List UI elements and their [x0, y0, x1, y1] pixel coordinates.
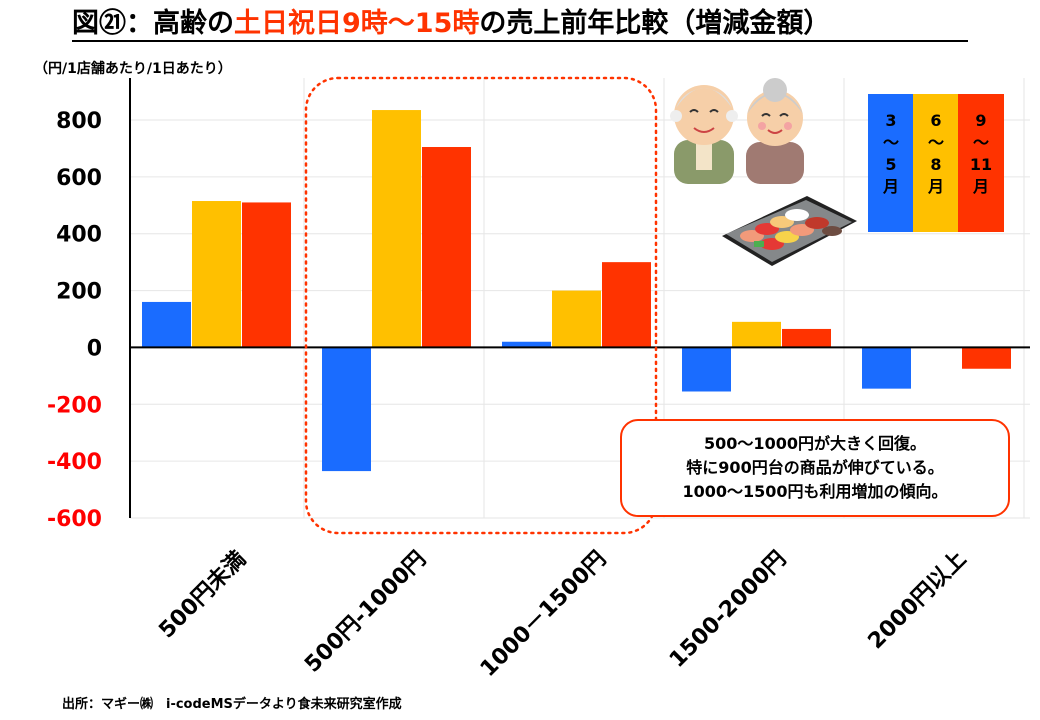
title-part2: の売上前年比較（増減金額） — [479, 8, 831, 39]
y-tick-label: 800 — [56, 109, 102, 134]
bar — [142, 301, 191, 348]
bar — [862, 347, 911, 389]
bar — [502, 341, 551, 348]
y-tick-label: 400 — [56, 223, 102, 248]
callout-line-2: 特に900円台の商品が伸びている。 — [686, 458, 944, 477]
legend-label-char: 月 — [927, 177, 944, 196]
legend-label-char: ～ — [972, 133, 989, 152]
unit-label: （円/1店舗あたり/1日あたり） — [34, 61, 232, 77]
bar — [422, 147, 471, 348]
bar — [242, 202, 291, 348]
legend-label-char: 8 — [930, 155, 942, 174]
title-part1: 図㉑：高齢の — [72, 8, 234, 39]
x-tick-label: 500円未満 — [154, 546, 252, 644]
y-tick-label: 200 — [56, 280, 102, 305]
x-tick-label: 500円-1000円 — [300, 547, 431, 678]
title-highlight: 土日祝日9時～15時 — [234, 8, 480, 39]
highlight-box — [304, 76, 658, 535]
y-tick-label: 0 — [87, 336, 102, 361]
y-tick-label: 600 — [56, 166, 102, 191]
bar — [962, 347, 1011, 369]
source-note: 出所：マギー㈱ i-codeMSデータより食未来研究室作成 — [62, 697, 402, 712]
bar — [372, 110, 421, 348]
legend-label-char: 6 — [930, 111, 942, 130]
legend-mar-may: 3 ～ 5 月 — [868, 94, 914, 232]
legend-label-char: 月 — [972, 177, 989, 196]
legend-sep-nov: 9 ～ 11 月 — [958, 94, 1004, 232]
legend-jun-aug: 6 ～ 8 月 — [913, 94, 959, 232]
x-tick-label: 1500-2000円 — [665, 547, 791, 673]
bar — [602, 262, 651, 348]
y-tick-label: -200 — [47, 393, 102, 418]
legend-label-char: 5 — [885, 155, 897, 174]
callout-line-3: 1000～1500円も利用増加の傾向。 — [682, 482, 948, 501]
bar — [322, 347, 371, 472]
x-tick-label: 2000円以上 — [864, 547, 972, 655]
bar — [682, 347, 731, 392]
bar — [552, 290, 601, 348]
y-tick-label: -600 — [47, 507, 102, 532]
bar — [782, 328, 831, 348]
bar — [192, 201, 241, 348]
callout-line-1: 500～1000円が大きく回復。 — [704, 434, 926, 453]
bar — [732, 321, 781, 348]
legend-label-char: 3 — [885, 111, 897, 130]
legend-label-char: 9 — [975, 111, 987, 130]
title-underline — [72, 40, 968, 42]
chart-title: 図㉑：高齢の土日祝日9時～15時の売上前年比較（増減金額） — [72, 4, 972, 44]
annotation-callout: 500～1000円が大きく回復。 特に900円台の商品が伸びている。 1000～… — [620, 419, 1010, 517]
elderly-couple-illustration — [670, 78, 804, 184]
sushi-pack-illustration — [722, 196, 857, 266]
y-tick-label: -400 — [47, 450, 102, 475]
legend-label-char: 11 — [969, 155, 993, 174]
legend-label-char: ～ — [927, 133, 944, 152]
x-tick-label: 1000－1500円 — [476, 547, 611, 682]
legend-label-char: 月 — [882, 177, 899, 196]
legend-label-char: ～ — [882, 133, 899, 152]
